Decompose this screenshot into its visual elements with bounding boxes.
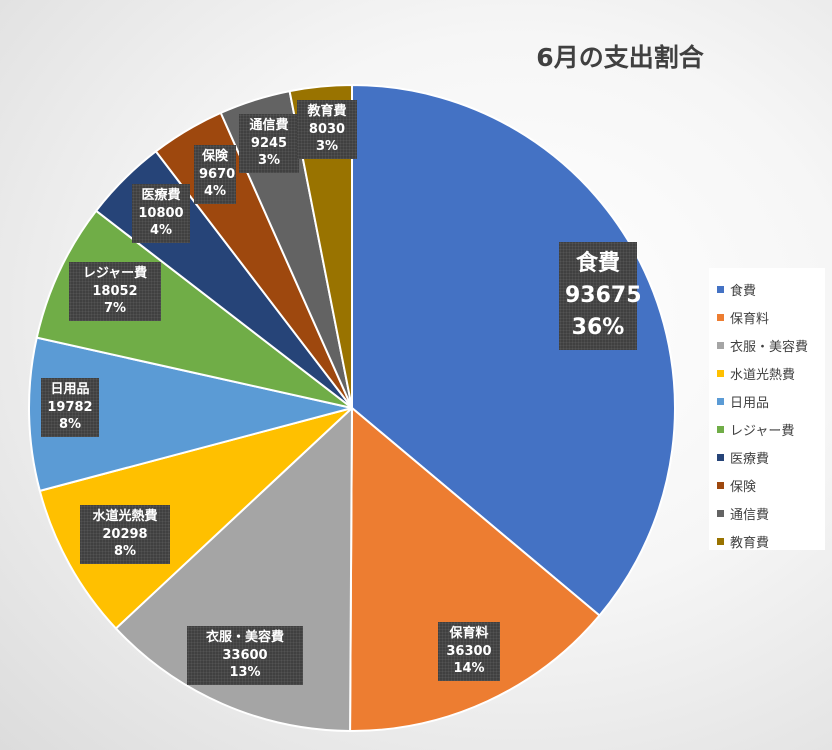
legend-swatch	[717, 453, 724, 461]
legend-item: 食費	[717, 275, 825, 303]
legend-item: 水道光熱費	[717, 359, 825, 387]
label-value: 18052	[92, 283, 138, 299]
legend-item: レジャー費	[717, 415, 825, 443]
legend-item: 医療費	[717, 443, 825, 471]
data-label-食費: 食費 93675 36%	[559, 242, 642, 350]
label-percent: 7%	[103, 301, 127, 317]
legend-swatch	[717, 397, 724, 405]
legend-swatch	[717, 285, 724, 293]
label-category: 水道光熱費	[92, 509, 158, 524]
legend-label: 教育費	[730, 535, 770, 551]
label-percent: 8%	[58, 417, 82, 433]
legend-item: 通信費	[717, 499, 825, 527]
label-value: 9670	[199, 166, 236, 182]
legend-label: 通信費	[730, 507, 770, 523]
legend-label: 衣服・美容費	[730, 339, 809, 355]
legend-swatch	[717, 537, 724, 545]
legend-item: 衣服・美容費	[717, 331, 825, 359]
label-percent: 4%	[203, 184, 227, 200]
data-label-保育料: 保育料 36300 14%	[438, 622, 500, 681]
label-percent: 8%	[113, 544, 137, 560]
label-category: 日用品	[50, 382, 90, 397]
legend-swatch	[717, 425, 724, 433]
data-label-保険: 保険 9670 4%	[194, 145, 236, 204]
label-category: 教育費	[307, 104, 347, 119]
legend-label: 保険	[730, 479, 757, 495]
label-value: 19782	[47, 399, 93, 415]
label-value: 36300	[446, 643, 492, 659]
data-label-衣服・美容費: 衣服・美容費 33600 13%	[187, 626, 303, 685]
data-label-通信費: 通信費 9245 3%	[239, 114, 299, 173]
chart-title: 6月の支出割合	[536, 43, 704, 72]
label-category: 衣服・美容費	[205, 630, 284, 645]
data-label-医療費: 医療費 10800 4%	[132, 184, 190, 243]
legend-label: 食費	[730, 283, 757, 299]
label-value: 20298	[102, 526, 148, 542]
label-percent: 14%	[453, 661, 485, 677]
label-percent: 3%	[257, 153, 281, 169]
legend: 食費 保育料 衣服・美容費 水道光熱費 日用品 レジャー費 医療費 保険 通信費…	[709, 268, 825, 551]
pie-slice-レジャー費	[35, 209, 353, 409]
label-percent: 13%	[229, 665, 261, 681]
label-percent: 3%	[315, 139, 339, 155]
pie-slice-保育料	[349, 405, 601, 732]
data-label-教育費: 教育費 8030 3%	[297, 100, 357, 159]
legend-label: 医療費	[730, 451, 770, 467]
legend-swatch	[717, 369, 724, 377]
legend-item: 日用品	[717, 387, 825, 415]
pie-slice-日用品	[28, 336, 353, 493]
legend-item: 保育料	[717, 303, 825, 331]
label-category: レジャー費	[82, 266, 148, 281]
label-category: 通信費	[249, 118, 289, 133]
label-category: 医療費	[141, 188, 181, 203]
legend-label: 保育料	[730, 311, 770, 327]
label-category: 食費	[575, 251, 620, 276]
label-category: 保険	[201, 149, 228, 164]
legend-swatch	[717, 509, 724, 517]
legend-item: 保険	[717, 471, 825, 499]
legend-label: レジャー費	[730, 423, 795, 439]
legend-item: 教育費	[717, 527, 825, 555]
pie-slice-水道光熱費	[38, 407, 353, 630]
label-value: 8030	[308, 121, 346, 137]
legend-label: 日用品	[730, 395, 770, 411]
legend-swatch	[717, 313, 724, 321]
pie-slice-教育費	[288, 83, 353, 409]
label-category: 保育料	[449, 626, 489, 641]
data-label-レジャー費: レジャー費 18052 7%	[69, 262, 161, 321]
legend-label: 水道光熱費	[730, 367, 796, 383]
label-value: 33600	[222, 647, 268, 663]
label-value: 10800	[138, 205, 184, 221]
pie-slice-食費	[351, 83, 676, 617]
legend-swatch	[717, 341, 724, 349]
label-percent: 4%	[149, 223, 173, 239]
data-label-日用品: 日用品 19782 8%	[41, 378, 99, 437]
label-value: 93675	[565, 282, 642, 308]
label-value: 9245	[250, 135, 288, 151]
data-label-水道光熱費: 水道光熱費 20298 8%	[80, 505, 170, 564]
legend-swatch	[717, 481, 724, 489]
label-percent: 36%	[571, 314, 625, 340]
